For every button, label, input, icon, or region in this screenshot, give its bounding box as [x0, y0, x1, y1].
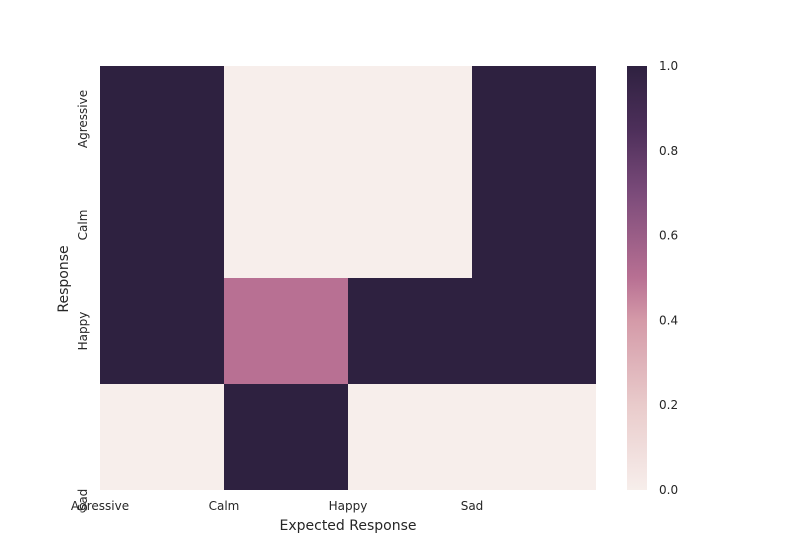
colorbar-tick-label: 0.4: [659, 313, 678, 327]
heatmap-cell-6: [100, 384, 224, 490]
heatmap-cell-4: [224, 278, 348, 384]
heatmap-cell-7: [224, 384, 348, 490]
colorbar-tick-label: 0.2: [659, 398, 678, 412]
x-axis-title: Expected Response: [279, 518, 416, 534]
heatmap-cell-1: [224, 66, 472, 278]
colorbar-tick-label: 0.0: [659, 483, 678, 497]
x-tick-label: Agressive: [71, 499, 129, 513]
heatmap-cell-0: [100, 66, 224, 278]
heatmap-cell-3: [100, 278, 224, 384]
colorbar: 0.0 0.2 0.4 0.6 0.8 1.0: [627, 59, 678, 497]
y-tick-label: Sad: [76, 489, 90, 512]
x-tick-label: Calm: [209, 499, 240, 513]
heatmap-cell-2: [472, 66, 596, 278]
x-tick-label: Sad: [461, 499, 484, 513]
colorbar-tick-label: 1.0: [659, 59, 678, 73]
y-tick-label: Happy: [76, 312, 90, 351]
colorbar-tick-label: 0.6: [659, 229, 678, 243]
y-tick-labels: Agressive Calm Happy Sad: [76, 90, 90, 511]
x-tick-label: Happy: [329, 499, 368, 513]
heatmap-cell-8: [348, 384, 596, 490]
heatmap-cells: [100, 66, 596, 490]
y-axis-title: Response: [56, 245, 72, 312]
colorbar-tick-label: 0.8: [659, 144, 678, 158]
x-tick-labels: Agressive Calm Happy Sad: [71, 499, 483, 513]
y-tick-label: Agressive: [76, 90, 90, 148]
heatmap-cell-5: [348, 278, 596, 384]
y-tick-label: Calm: [76, 210, 90, 241]
colorbar-gradient: [627, 66, 647, 490]
